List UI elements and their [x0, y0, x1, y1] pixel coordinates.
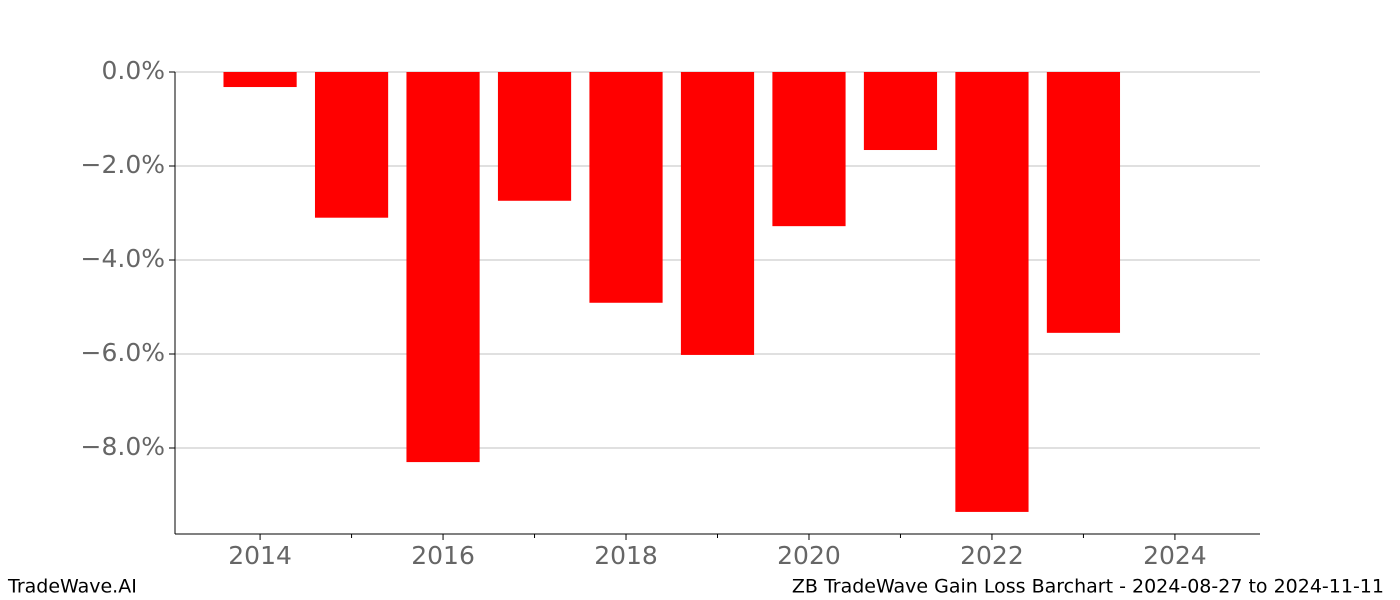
y-tick-label: 0.0% — [101, 56, 165, 85]
x-tick-label: 2024 — [1143, 541, 1207, 570]
footer-right: ZB TradeWave Gain Loss Barchart - 2024-0… — [792, 576, 1384, 598]
bar — [1046, 72, 1121, 333]
bar — [497, 72, 572, 201]
y-tick-label: −6.0% — [81, 338, 165, 367]
y-tick-label: −8.0% — [81, 432, 165, 461]
x-tick-label: 2022 — [960, 541, 1024, 570]
x-tick-label: 2014 — [228, 541, 292, 570]
bar — [680, 72, 755, 355]
bar — [314, 72, 389, 218]
bar — [406, 72, 480, 463]
y-tick-label: −4.0% — [81, 244, 165, 273]
footer-left: TradeWave.AI — [7, 576, 137, 598]
bar — [223, 72, 297, 88]
x-tick-label: 2016 — [411, 541, 475, 570]
bar — [772, 72, 846, 227]
bar — [955, 72, 1029, 512]
x-tick-label: 2018 — [594, 541, 658, 570]
bar — [589, 72, 663, 303]
bar — [863, 72, 938, 151]
y-tick-label: −2.0% — [81, 150, 165, 179]
x-tick-label: 2020 — [777, 541, 841, 570]
